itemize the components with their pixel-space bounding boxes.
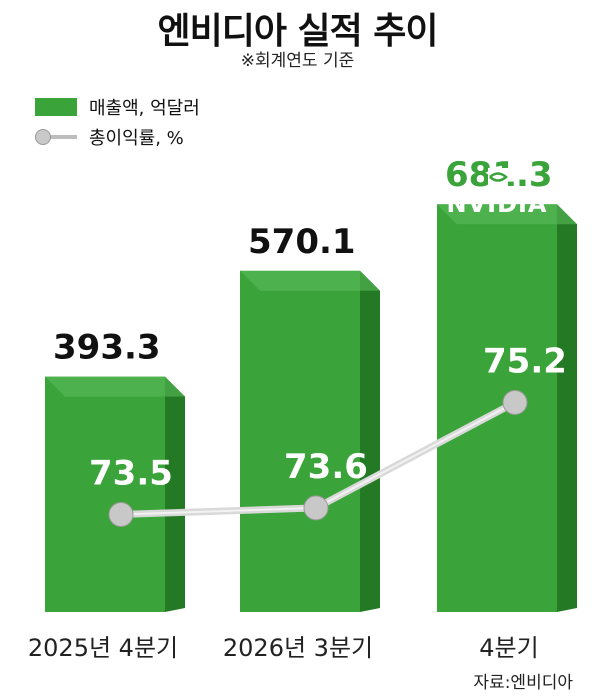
legend-bar-swatch (35, 98, 77, 116)
nvidia-logo-text: NVIDIA (446, 190, 547, 218)
legend: 매출액, 억달러 총이익률, % (35, 92, 200, 152)
legend-line-swatch (35, 128, 77, 146)
bar-2 (240, 270, 380, 612)
chart-subtitle: ※회계연도 기준 (240, 51, 355, 71)
nvidia-logo-icon (488, 168, 508, 186)
legend-item-margin: 총이익률, % (35, 122, 200, 152)
bar-1 (45, 376, 185, 612)
legend-item-revenue: 매출액, 억달러 (35, 92, 200, 122)
category-label: 2025년 4분기 (28, 634, 178, 662)
category-label: 2026년 3분기 (223, 634, 373, 662)
margin-point (502, 389, 528, 415)
margin-value-label: 75.2 (483, 341, 567, 381)
category-label: 4분기 (479, 634, 538, 662)
margin-value-label: 73.6 (284, 447, 368, 487)
nvidia-logo-eye-icon (489, 172, 508, 182)
source-note: 자료:엔비디아 (473, 673, 573, 693)
chart-title: 엔비디아 실적 추이 (157, 11, 438, 52)
legend-revenue-label: 매출액, 억달러 (89, 98, 200, 119)
margin-value-label: 73.5 (89, 454, 173, 494)
margin-point (303, 495, 329, 521)
margin-point (108, 502, 134, 527)
bar-value-label: 570.1 (248, 222, 356, 262)
legend-margin-label: 총이익률, % (89, 128, 184, 149)
bar-value-label: 393.3 (53, 328, 161, 368)
